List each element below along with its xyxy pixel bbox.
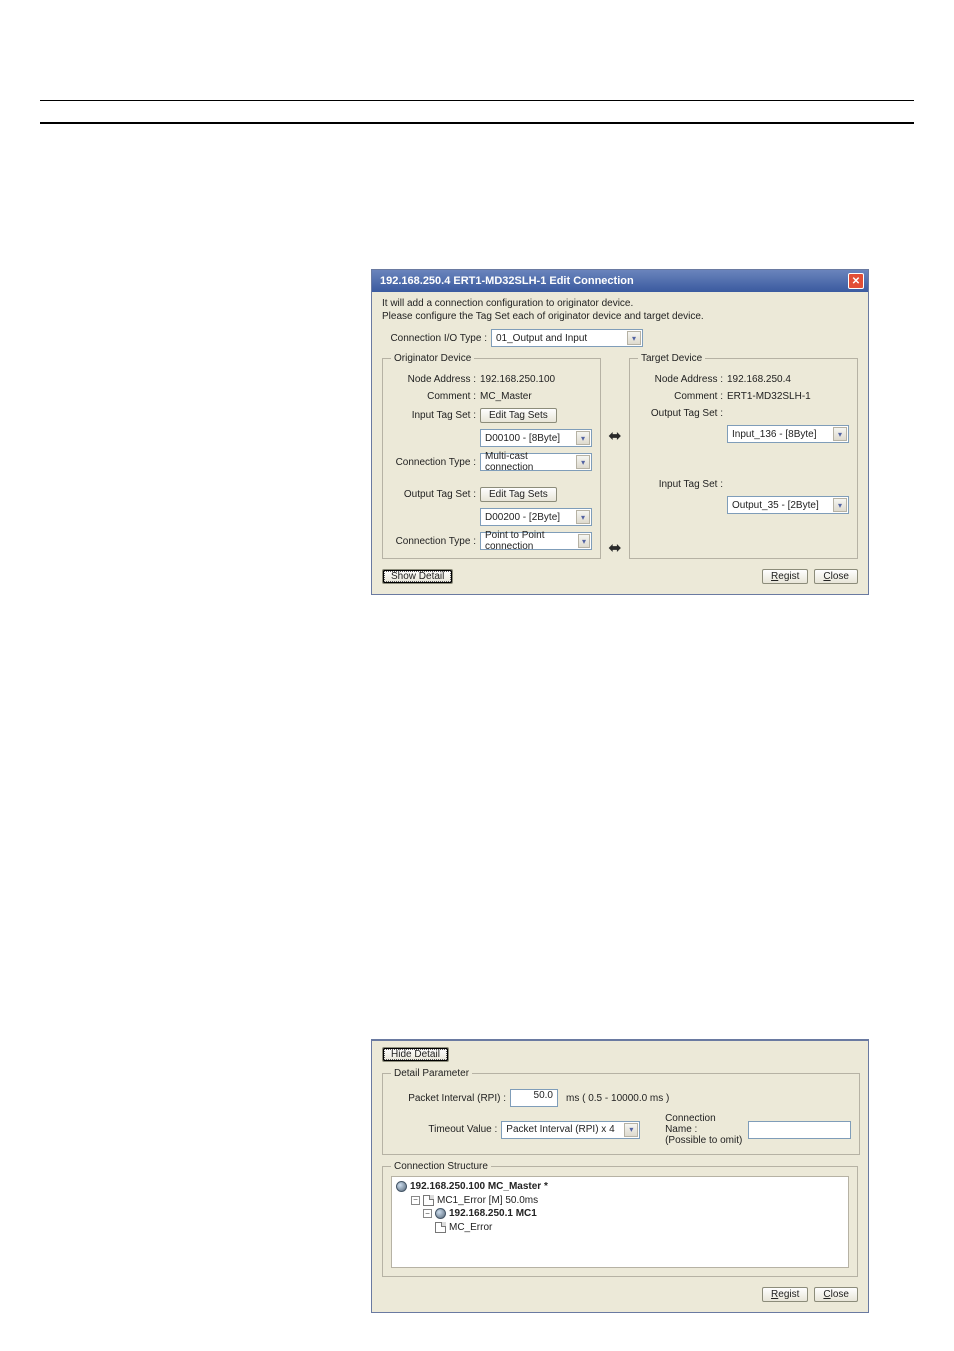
node-icon [396, 1181, 407, 1192]
originator-comment-label: Comment : [391, 391, 476, 402]
originator-input-tagset-label: Input Tag Set : [391, 410, 476, 421]
mapping-arrows: ⬌ ⬌ [601, 347, 629, 559]
timeout-label: Timeout Value : [391, 1124, 497, 1135]
doc-icon [423, 1195, 434, 1206]
window-title: 192.168.250.4 ERT1-MD32SLH-1 Edit Connec… [380, 275, 634, 287]
node-icon [435, 1208, 446, 1219]
close-button[interactable]: Close [814, 1287, 858, 1302]
originator-comment-value: MC_Master [480, 391, 532, 402]
titlebar: 192.168.250.4 ERT1-MD32SLH-1 Edit Connec… [372, 270, 868, 292]
close-icon[interactable]: ✕ [848, 273, 864, 289]
originator-conn-type-label: Connection Type : [391, 457, 476, 468]
connection-name-label: Connection Name : (Possible to omit) [665, 1113, 744, 1146]
target-output-tagset-value: Input_136 - [8Byte] [732, 429, 817, 440]
connection-io-type-value: 01_Output and Input [496, 333, 587, 344]
target-legend: Target Device [638, 353, 705, 364]
detail-parameter-legend: Detail Parameter [391, 1068, 472, 1079]
connection-io-type-label: Connection I/O Type : [382, 333, 487, 344]
originator-input-conn-type-dropdown[interactable]: Multi-cast connection ▾ [480, 453, 592, 471]
target-device-group: Target Device Node Address : 192.168.250… [629, 353, 858, 559]
edit-connection-detail-panel: Hide Detail Detail Parameter Packet Inte… [372, 1040, 868, 1312]
chevron-down-icon: ▾ [833, 427, 847, 441]
connection-io-type-dropdown[interactable]: 01_Output and Input ▾ [491, 329, 643, 347]
originator-output-conn-type-dropdown[interactable]: Point to Point connection ▾ [480, 532, 592, 550]
chevron-down-icon: ▾ [576, 431, 590, 445]
arrow-right-icon: ⬌ [608, 429, 621, 445]
originator-input-tagset-value: D00100 - [8Byte] [485, 433, 560, 444]
originator-output-tagset-value: D00200 - [2Byte] [485, 512, 560, 523]
target-output-tagset-label: Output Tag Set : [638, 408, 723, 419]
show-detail-button[interactable]: Show Detail [382, 569, 453, 584]
tree-node[interactable]: MC_Error [396, 1221, 844, 1235]
target-input-tagset-value: Output_35 - [2Byte] [732, 500, 819, 511]
close-button[interactable]: Close [814, 569, 858, 584]
target-input-tagset-label: Input Tag Set : [638, 479, 723, 490]
timeout-value: Packet Interval (RPI) x 4 [506, 1124, 614, 1135]
target-comment-label: Comment : [638, 391, 723, 402]
chevron-down-icon: ▾ [576, 455, 590, 469]
edit-connection-dialog: 192.168.250.4 ERT1-MD32SLH-1 Edit Connec… [372, 270, 868, 594]
rpi-label: Packet Interval (RPI) : [391, 1093, 506, 1104]
tree-node[interactable]: − 192.168.250.1 MC1 [396, 1207, 844, 1221]
collapse-icon[interactable]: − [423, 1209, 432, 1218]
edit-tagsets-button[interactable]: Edit Tag Sets [480, 408, 557, 423]
connection-name-input[interactable] [748, 1121, 850, 1139]
originator-input-tagset-dropdown[interactable]: D00100 - [8Byte] ▾ [480, 429, 592, 447]
collapse-icon[interactable]: − [411, 1196, 420, 1205]
originator-device-group: Originator Device Node Address : 192.168… [382, 353, 601, 559]
chevron-down-icon: ▾ [833, 498, 847, 512]
description-line2: Please configure the Tag Set each of ori… [382, 311, 858, 324]
doc-icon [435, 1222, 446, 1233]
originator-node-value: 192.168.250.100 [480, 374, 555, 385]
connection-structure-tree[interactable]: 192.168.250.100 MC_Master * − MC1_Error … [391, 1176, 849, 1268]
target-input-tagset-dropdown[interactable]: Output_35 - [2Byte] ▾ [727, 496, 849, 514]
hide-detail-button[interactable]: Hide Detail [382, 1047, 449, 1062]
edit-tagsets-button-2[interactable]: Edit Tag Sets [480, 487, 557, 502]
originator-node-label: Node Address : [391, 374, 476, 385]
chevron-down-icon: ▾ [578, 534, 590, 548]
description-line1: It will add a connection configuration t… [382, 298, 858, 311]
originator-output-tagset-label: Output Tag Set : [391, 489, 476, 500]
regist-button[interactable]: Regist [762, 1287, 808, 1302]
rpi-range: ms ( 0.5 - 10000.0 ms ) [566, 1093, 669, 1104]
originator-legend: Originator Device [391, 353, 474, 364]
connection-structure-legend: Connection Structure [391, 1161, 491, 1172]
arrow-left-icon: ⬌ [608, 541, 621, 557]
originator-output-conn-type-label: Connection Type : [391, 536, 476, 547]
rpi-input[interactable]: 50.0 [510, 1089, 558, 1107]
chevron-down-icon: ▾ [624, 1123, 638, 1137]
target-comment-value: ERT1-MD32SLH-1 [727, 391, 811, 402]
tree-node[interactable]: − MC1_Error [M] 50.0ms [396, 1194, 844, 1208]
originator-output-tagset-dropdown[interactable]: D00200 - [2Byte] ▾ [480, 508, 592, 526]
timeout-dropdown[interactable]: Packet Interval (RPI) x 4 ▾ [501, 1121, 640, 1139]
target-node-value: 192.168.250.4 [727, 374, 791, 385]
target-node-label: Node Address : [638, 374, 723, 385]
connection-structure-group: Connection Structure 192.168.250.100 MC_… [382, 1161, 858, 1277]
chevron-down-icon: ▾ [627, 331, 641, 345]
target-output-tagset-dropdown[interactable]: Input_136 - [8Byte] ▾ [727, 425, 849, 443]
originator-output-conn-type-value: Point to Point connection [485, 530, 578, 552]
tree-node-root[interactable]: 192.168.250.100 MC_Master * [396, 1180, 844, 1194]
detail-parameter-group: Detail Parameter Packet Interval (RPI) :… [382, 1068, 860, 1155]
chevron-down-icon: ▾ [576, 510, 590, 524]
regist-button[interactable]: Regist [762, 569, 808, 584]
originator-input-conn-type-value: Multi-cast connection [485, 451, 576, 473]
